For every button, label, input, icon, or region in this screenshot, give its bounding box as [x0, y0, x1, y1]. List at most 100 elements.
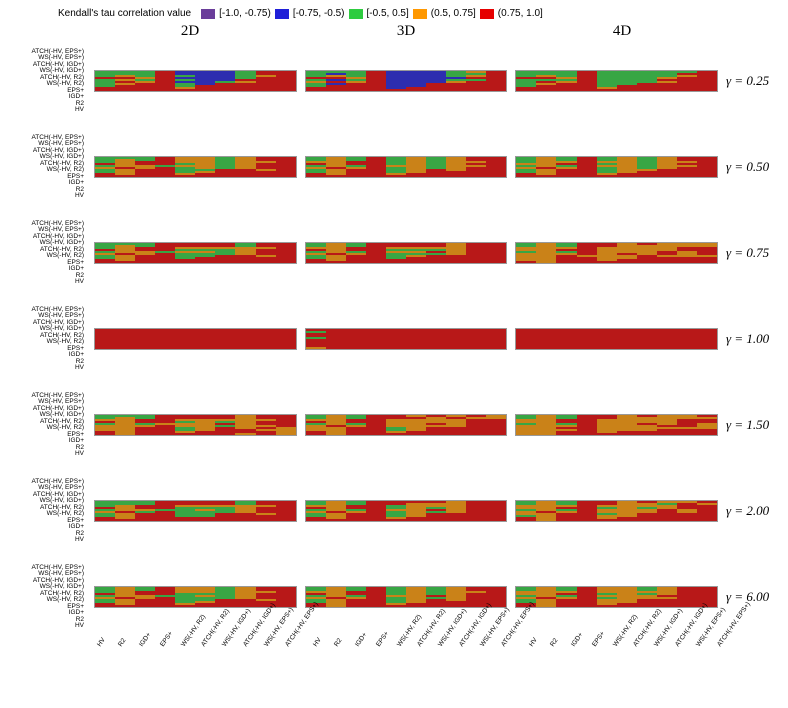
- x-label: ATCH(-HV, R2): [632, 644, 681, 678]
- heatmap-cell: [326, 175, 346, 177]
- heatmap-cell: [95, 433, 115, 435]
- x-label: HV: [528, 644, 577, 678]
- heatmap-cell: [516, 347, 536, 349]
- heatmap-cell: [406, 347, 426, 349]
- heatmap-cell: [256, 519, 276, 521]
- heatmap-cell: [195, 605, 215, 607]
- heatmap-cell: [235, 89, 255, 91]
- y-axis-labels: ATCH(-HV, EPS+)WS(-HV, EPS+)ATCH(-HV, IG…: [8, 307, 86, 372]
- heatmap-cell: [135, 89, 155, 91]
- heatmap-cell: [536, 261, 556, 263]
- heatmap-panel: [94, 156, 297, 178]
- heatmap-cell: [536, 89, 556, 91]
- heatmap-cell: [536, 433, 556, 435]
- column-header: 2D: [86, 23, 294, 40]
- heatmap-cell: [95, 89, 115, 91]
- heatmap-cell: [677, 433, 697, 435]
- heatmap-cell: [215, 519, 235, 521]
- heatmap-cell: [306, 433, 326, 435]
- gamma-label: γ = 0.75: [726, 245, 780, 261]
- heatmap-cell: [516, 519, 536, 521]
- heatmap-panel: [515, 586, 718, 608]
- heatmap-cell: [276, 605, 296, 607]
- x-label: WS(-HV, EPS+): [695, 644, 744, 678]
- heatmap-cell: [577, 347, 597, 349]
- heatmap-cell: [135, 519, 155, 521]
- heatmap-cell: [486, 433, 506, 435]
- heatmap-cell: [276, 175, 296, 177]
- x-label: WS(-HV, IGD+): [437, 644, 486, 678]
- heatmap-cell: [406, 433, 426, 435]
- x-label: WS(-HV, IGD+): [653, 644, 702, 678]
- heatmap-cell: [135, 605, 155, 607]
- x-label: ATCH(-HV, IGD+): [458, 644, 507, 678]
- x-label: ATCH(-HV, IGD+): [674, 644, 723, 678]
- heatmap-panel: [515, 500, 718, 522]
- heatmap-cell: [115, 261, 135, 263]
- heatmap-cell: [175, 347, 195, 349]
- gamma-row: ATCH(-HV, EPS+)WS(-HV, EPS+)ATCH(-HV, IG…: [8, 40, 780, 122]
- heatmap-cell: [556, 433, 576, 435]
- heatmap-panel: [94, 586, 297, 608]
- heatmap-cell: [426, 261, 446, 263]
- heatmap-cell: [657, 519, 677, 521]
- heatmap-cell: [215, 605, 235, 607]
- heatmap-cell: [386, 89, 406, 91]
- heatmap-cell: [366, 261, 386, 263]
- heatmap-cell: [426, 347, 446, 349]
- x-label: ATCH(-HV, R2): [416, 644, 465, 678]
- heatmap-cell: [637, 605, 657, 607]
- heatmap-cell: [536, 175, 556, 177]
- heatmap-cell: [235, 175, 255, 177]
- y-axis-labels: ATCH(-HV, EPS+)WS(-HV, EPS+)ATCH(-HV, IG…: [8, 479, 86, 544]
- heatmap-cell: [175, 175, 195, 177]
- heatmap-cell: [657, 261, 677, 263]
- x-label: ATCH(-HV, EPS+): [716, 644, 765, 678]
- heatmap-cell: [466, 261, 486, 263]
- x-axis-labels: HVR2IGD+EPS+WS(-HV, R2)ATCH(-HV, R2)WS(-…: [8, 640, 780, 700]
- heatmap-cell: [516, 433, 536, 435]
- heatmap-cell: [637, 261, 657, 263]
- heatmap-panel: [94, 500, 297, 522]
- x-label: R2: [549, 644, 598, 678]
- heatmap-cell: [446, 433, 466, 435]
- heatmap-cell: [577, 519, 597, 521]
- heatmap-cell: [697, 175, 717, 177]
- x-label: IGD+: [570, 644, 619, 678]
- heatmap-cell: [556, 519, 576, 521]
- heatmap-cell: [486, 347, 506, 349]
- gamma-label: γ = 2.00: [726, 503, 780, 519]
- heatmap-cell: [346, 175, 366, 177]
- heatmap-cell: [215, 433, 235, 435]
- heatmap-cell: [215, 89, 235, 91]
- heatmap-cell: [577, 89, 597, 91]
- heatmap-cell: [195, 519, 215, 521]
- heatmap-cell: [677, 519, 697, 521]
- heatmap-cell: [446, 347, 466, 349]
- heatmap-cell: [386, 519, 406, 521]
- heatmap-cell: [637, 347, 657, 349]
- x-label: EPS+: [375, 644, 424, 678]
- heatmap-cell: [326, 347, 346, 349]
- heatmap-cell: [637, 89, 657, 91]
- legend-label: [-0.5, 0.5]: [367, 8, 409, 19]
- heatmap-cell: [466, 89, 486, 91]
- heatmap-cell: [366, 175, 386, 177]
- heatmap-cell: [235, 519, 255, 521]
- column-headers: 2D3D4D: [8, 23, 780, 40]
- heatmap-cell: [677, 347, 697, 349]
- heatmap-cell: [256, 175, 276, 177]
- heatmap-cell: [95, 347, 115, 349]
- heatmap-cell: [386, 347, 406, 349]
- heatmap-cell: [386, 433, 406, 435]
- heatmap-cell: [386, 605, 406, 607]
- y-label: HV: [8, 451, 86, 458]
- heatmap-cell: [597, 89, 617, 91]
- x-label: EPS+: [159, 644, 208, 678]
- heatmap-panel: [94, 414, 297, 436]
- heatmap-cell: [536, 347, 556, 349]
- heatmap-cell: [597, 605, 617, 607]
- heatmap-cell: [466, 347, 486, 349]
- gamma-row: ATCH(-HV, EPS+)WS(-HV, EPS+)ATCH(-HV, IG…: [8, 212, 780, 294]
- heatmap-cell: [95, 519, 115, 521]
